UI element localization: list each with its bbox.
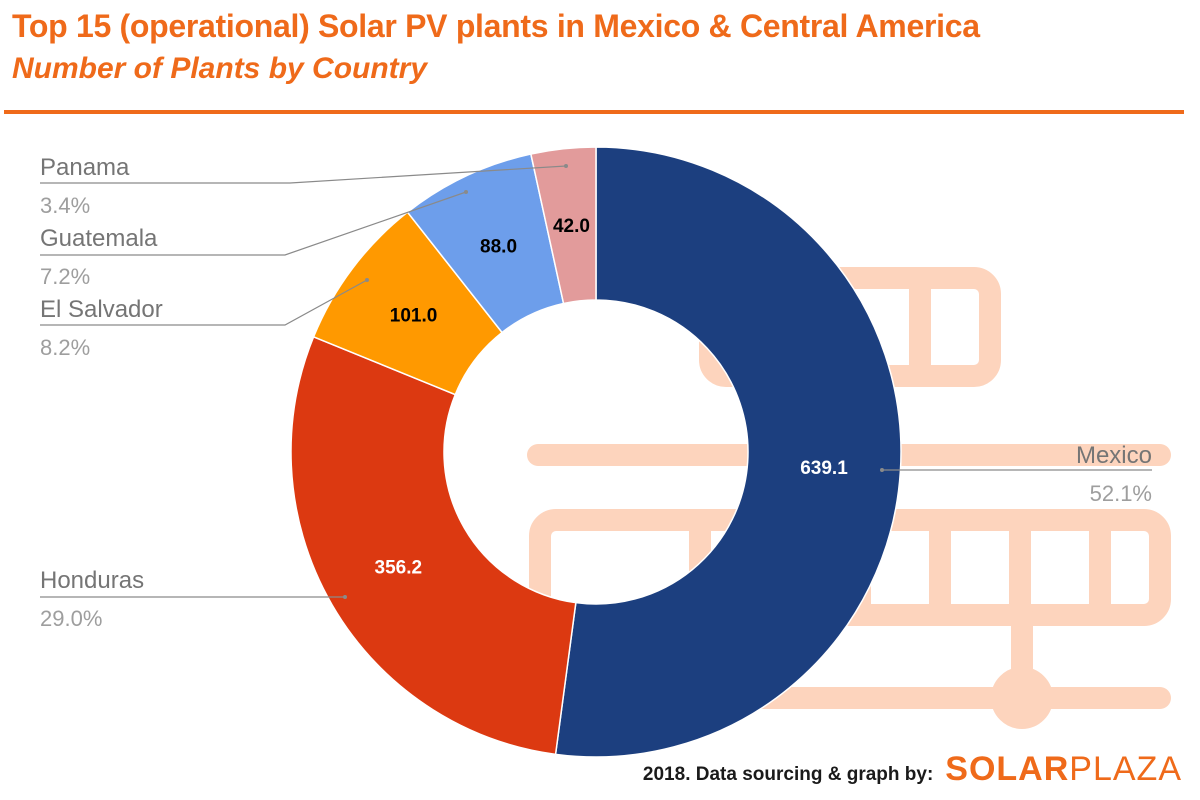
percent-label: 3.4% bbox=[40, 193, 90, 218]
leader-line bbox=[40, 191, 467, 256]
leader-dot bbox=[365, 278, 369, 282]
category-label: Panama bbox=[40, 154, 130, 181]
percent-label: 7.2% bbox=[40, 264, 90, 289]
leader-dot bbox=[464, 190, 468, 194]
credit-text: 2018. Data sourcing & graph by: bbox=[642, 764, 934, 785]
watermark-wheel bbox=[991, 667, 1053, 729]
brand-logo-light: PLAZA bbox=[1069, 750, 1182, 788]
slice-panama bbox=[529, 146, 597, 305]
value-label: 101.0 bbox=[390, 305, 438, 326]
value-label: 88.0 bbox=[480, 236, 517, 257]
chart-title: Top 15 (operational) Solar PV plants in … bbox=[12, 8, 980, 44]
value-label: 639.1 bbox=[800, 458, 848, 479]
category-label: Honduras bbox=[40, 567, 144, 594]
title-divider bbox=[4, 110, 1184, 114]
leader-line bbox=[40, 279, 368, 326]
category-label: El Salvador bbox=[40, 296, 163, 323]
percent-label: 8.2% bbox=[40, 335, 90, 360]
leader-dot bbox=[343, 595, 347, 599]
percent-label: 52.1% bbox=[1090, 481, 1152, 506]
value-label: 42.0 bbox=[553, 216, 590, 237]
footer: 2018. Data sourcing & graph by: SOLARPLA… bbox=[643, 752, 1182, 786]
leader-dot bbox=[564, 164, 568, 168]
leader-line bbox=[40, 165, 567, 184]
chart-labels: 639.1 356.2 101.0 88.0 42.0 Mexico 52.1% Hondur… bbox=[40, 154, 1152, 631]
brand-logo: SOLARPLAZA bbox=[945, 752, 1182, 786]
percent-label: 29.0% bbox=[40, 606, 102, 631]
leader-lines bbox=[40, 164, 1152, 599]
slice-mexico bbox=[554, 146, 902, 758]
leader-dot bbox=[880, 468, 884, 472]
slice-honduras bbox=[290, 335, 577, 756]
chart-subtitle: Number of Plants by Country bbox=[12, 52, 428, 85]
value-label: 356.2 bbox=[375, 558, 423, 579]
chart-slices bbox=[290, 146, 902, 758]
category-label: Mexico bbox=[1076, 442, 1152, 469]
brand-logo-strong: SOLAR bbox=[945, 750, 1070, 788]
category-label: Guatemala bbox=[40, 225, 158, 252]
